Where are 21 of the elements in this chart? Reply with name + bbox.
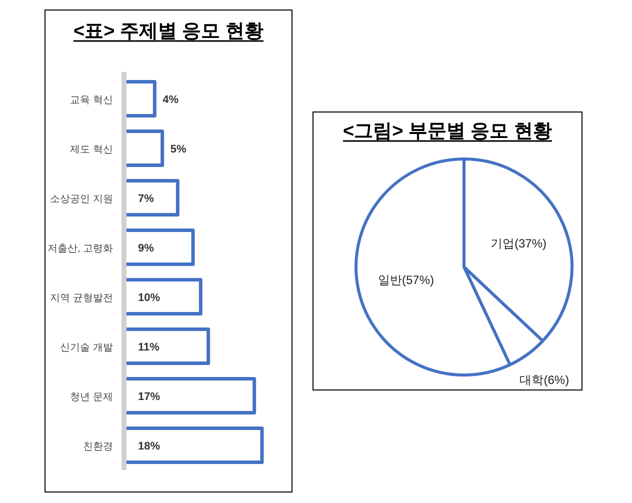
- y-tick-label: 저출산, 고령화: [47, 243, 113, 254]
- data-label: 4%: [162, 94, 179, 106]
- slice-label: 일반(57%): [378, 272, 434, 287]
- y-tick-label: 제도 혁신: [70, 144, 113, 156]
- chart-title: <표> 주제별 응모 현황: [73, 21, 264, 42]
- y-tick-label: 교육 혁신: [70, 94, 113, 106]
- data-label: 5%: [170, 143, 186, 156]
- y-tick-label: 청년 문제: [70, 392, 113, 403]
- chart-title: <그림> 부문별 응모 현황: [342, 121, 552, 142]
- y-tick-label: 친환경: [83, 441, 113, 452]
- data-label: 10%: [138, 292, 160, 304]
- y-tick-label: 신기술 개발: [60, 342, 113, 354]
- slice-label: 기업(37%): [490, 236, 547, 250]
- data-label: 7%: [138, 192, 154, 205]
- data-label: 9%: [138, 242, 154, 254]
- data-label: 17%: [138, 390, 160, 403]
- y-tick-label: 소상공인 지원: [50, 194, 113, 205]
- data-label: 11%: [138, 341, 160, 354]
- data-label: 18%: [138, 440, 160, 452]
- slice-label: 대학(6%): [520, 373, 570, 388]
- y-tick-label: 지역 균형발전: [50, 292, 113, 304]
